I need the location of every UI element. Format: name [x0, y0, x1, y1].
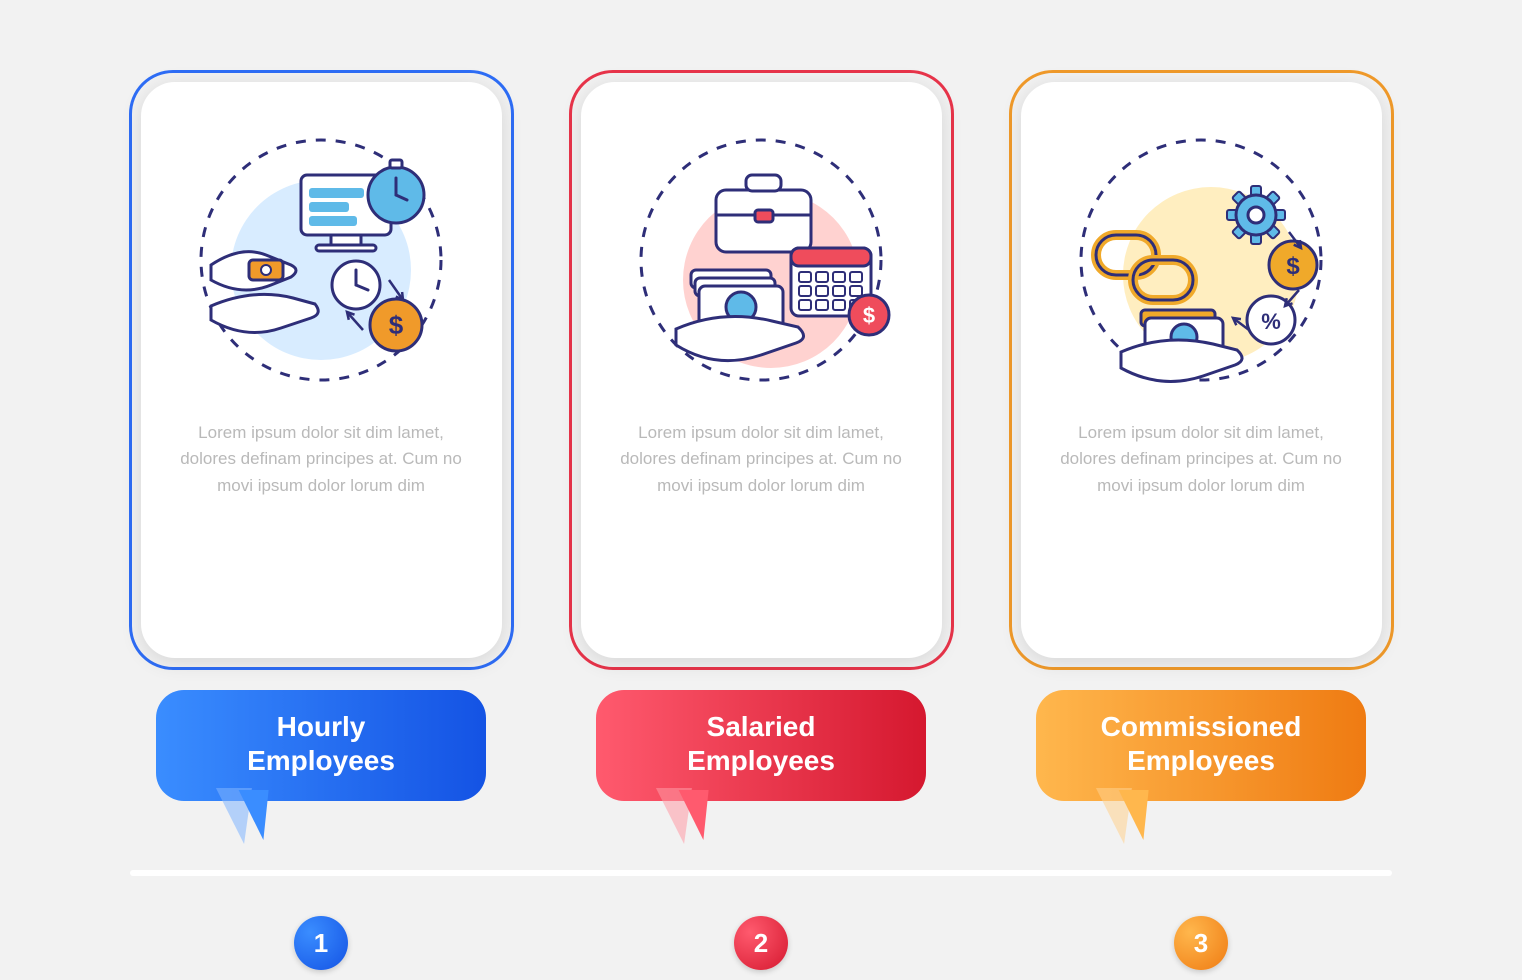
- card-title: CommissionedEmployees: [1036, 690, 1366, 801]
- card-body: $ Lorem ipsum dolor sit dim lamet, dolore…: [141, 82, 502, 658]
- cards-row: $ Lorem ipsum dolor sit dim lamet, dolore…: [0, 70, 1522, 670]
- card-1: $ Lorem ipsum dolor sit dim lamet, dolore…: [129, 70, 514, 670]
- title-bubble: HourlyEmployees: [156, 690, 486, 801]
- card-title: HourlyEmployees: [156, 690, 486, 801]
- card-body: $ Lorem ipsum dolor sit dim lamet, dolore…: [581, 82, 942, 658]
- salaried-pay-icon: $: [615, 110, 908, 410]
- card-description: Lorem ipsum dolor sit dim lamet, dolores…: [175, 420, 468, 499]
- hourly-pay-icon: $: [175, 110, 468, 410]
- infographic-stage: $ Lorem ipsum dolor sit dim lamet, dolore…: [0, 0, 1522, 980]
- svg-text:$: $: [1286, 253, 1300, 280]
- step-number: 3: [1174, 916, 1228, 970]
- step-number: 1: [294, 916, 348, 970]
- card-description: Lorem ipsum dolor sit dim lamet, dolores…: [1055, 420, 1348, 499]
- card-description: Lorem ipsum dolor sit dim lamet, dolores…: [615, 420, 908, 499]
- commission-pay-icon: $%: [1055, 110, 1348, 410]
- card-2: $ Lorem ipsum dolor sit dim lamet, dolore…: [569, 70, 954, 670]
- card-body: $% Lorem ipsum dolor sit dim lamet, dolor…: [1021, 82, 1382, 658]
- svg-text:%: %: [1261, 309, 1281, 334]
- title-bubble: CommissionedEmployees: [1036, 690, 1366, 801]
- svg-text:$: $: [389, 310, 404, 340]
- title-bubble: SalariedEmployees: [596, 690, 926, 801]
- card-title: SalariedEmployees: [596, 690, 926, 801]
- svg-text:$: $: [863, 303, 875, 328]
- step-number: 2: [734, 916, 788, 970]
- timeline-track: [130, 870, 1392, 876]
- card-3: $% Lorem ipsum dolor sit dim lamet, dolor…: [1009, 70, 1394, 670]
